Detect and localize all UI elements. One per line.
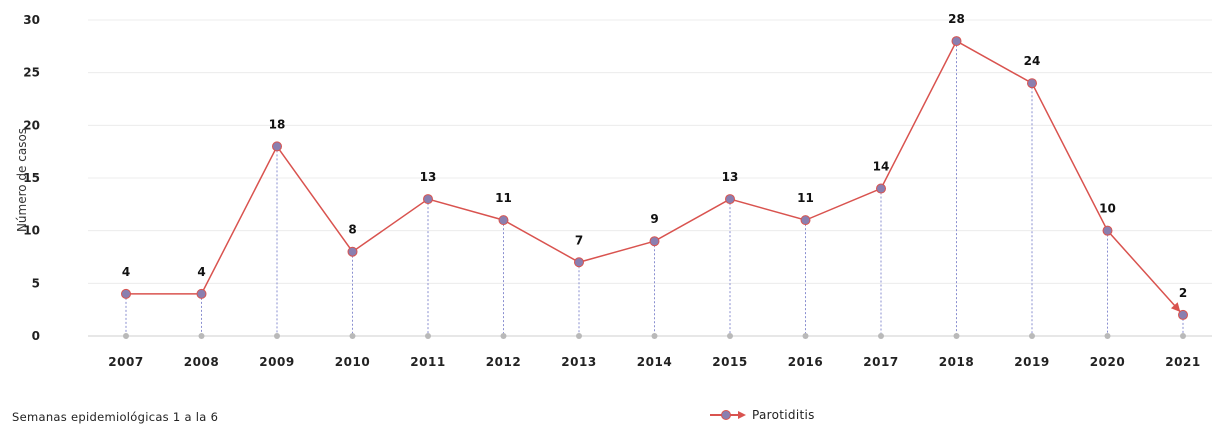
data-point bbox=[725, 194, 735, 205]
x-tick-label: 2011 bbox=[410, 355, 445, 369]
data-label: 8 bbox=[348, 223, 356, 237]
data-label: 4 bbox=[122, 265, 130, 279]
y-tick-label: 0 bbox=[32, 329, 40, 343]
series-line: 4 4 18 8 13 11 7 9 13 11 14 28 24 10 2 bbox=[121, 12, 1188, 320]
data-point bbox=[1178, 309, 1188, 320]
x-tick-label: 2017 bbox=[863, 355, 898, 369]
x-tick-label: 2020 bbox=[1090, 355, 1125, 369]
data-label: 4 bbox=[197, 265, 205, 279]
x-tick-label: 2019 bbox=[1014, 355, 1049, 369]
legend-line-marker-icon bbox=[710, 410, 746, 420]
data-label: 7 bbox=[575, 233, 583, 247]
data-label: 14 bbox=[873, 160, 890, 174]
data-point bbox=[121, 288, 131, 299]
data-point bbox=[498, 215, 509, 226]
baseline-marker bbox=[123, 333, 129, 339]
series-arrowhead bbox=[1170, 302, 1181, 312]
baseline-marker bbox=[1180, 333, 1186, 339]
x-tick-label: 2007 bbox=[108, 355, 143, 369]
y-tick-label: 20 bbox=[23, 118, 40, 132]
data-label: 9 bbox=[650, 212, 658, 226]
data-point bbox=[1102, 225, 1113, 236]
y-axis-ticks: 0 5 10 15 20 25 30 bbox=[23, 13, 40, 343]
baseline-marker bbox=[425, 333, 431, 339]
y-tick-label: 5 bbox=[32, 276, 40, 290]
baseline-marker bbox=[727, 333, 733, 339]
data-label: 13 bbox=[722, 170, 739, 184]
data-label: 24 bbox=[1024, 54, 1041, 68]
y-axis-label: Número de casos bbox=[15, 128, 29, 232]
gridlines bbox=[88, 19, 1212, 337]
data-point bbox=[423, 194, 433, 205]
data-label: 28 bbox=[948, 12, 965, 26]
baseline-marker bbox=[576, 333, 582, 339]
y-tick-label: 30 bbox=[23, 13, 40, 27]
baseline-marker bbox=[198, 333, 205, 339]
x-tick-label: 2013 bbox=[561, 355, 596, 369]
baseline-marker bbox=[1104, 333, 1111, 339]
data-point bbox=[800, 215, 811, 226]
data-label: 13 bbox=[420, 170, 437, 184]
y-tick-label: 15 bbox=[23, 171, 40, 185]
drop-lines bbox=[123, 41, 1186, 339]
x-tick-label: 2021 bbox=[1165, 355, 1200, 369]
data-label: 2 bbox=[1179, 286, 1187, 300]
data-point bbox=[951, 36, 962, 47]
baseline-marker bbox=[500, 333, 507, 339]
baseline-marker bbox=[651, 333, 658, 339]
data-point bbox=[574, 257, 584, 268]
data-point bbox=[1027, 78, 1037, 89]
footnote: Semanas epidemiológicas 1 a la 6 bbox=[12, 410, 219, 424]
x-axis-ticks: 2007 2008 2009 2010 2011 2012 2013 2014 2015 2016… bbox=[108, 355, 1200, 369]
data-point bbox=[649, 236, 660, 247]
legend: Parotiditis bbox=[708, 408, 815, 422]
data-label: 11 bbox=[495, 191, 512, 205]
data-label: 18 bbox=[269, 117, 286, 131]
data-label: 10 bbox=[1099, 202, 1116, 216]
x-tick-label: 2008 bbox=[184, 355, 219, 369]
x-tick-label: 2012 bbox=[486, 355, 521, 369]
y-tick-label: 25 bbox=[23, 66, 40, 80]
baseline-marker bbox=[349, 333, 356, 339]
x-tick-label: 2014 bbox=[637, 355, 672, 369]
data-point bbox=[876, 183, 886, 194]
data-point bbox=[272, 141, 282, 152]
baseline-marker bbox=[1029, 333, 1035, 339]
data-label: 11 bbox=[797, 191, 814, 205]
x-tick-label: 2015 bbox=[712, 355, 747, 369]
line-chart: 0 5 10 15 20 25 30 Número de casos 4 4 18 8 13 11 7 9… bbox=[15, 12, 1212, 369]
baseline-marker bbox=[953, 333, 960, 339]
legend-label: Parotiditis bbox=[752, 408, 815, 422]
x-tick-label: 2016 bbox=[788, 355, 823, 369]
x-tick-label: 2018 bbox=[939, 355, 974, 369]
baseline-marker bbox=[878, 333, 884, 339]
baseline-marker bbox=[802, 333, 809, 339]
x-tick-label: 2010 bbox=[335, 355, 370, 369]
data-point bbox=[347, 246, 358, 257]
x-tick-label: 2009 bbox=[259, 355, 294, 369]
data-point bbox=[196, 288, 207, 299]
baseline-marker bbox=[274, 333, 280, 339]
y-tick-label: 10 bbox=[23, 224, 40, 238]
